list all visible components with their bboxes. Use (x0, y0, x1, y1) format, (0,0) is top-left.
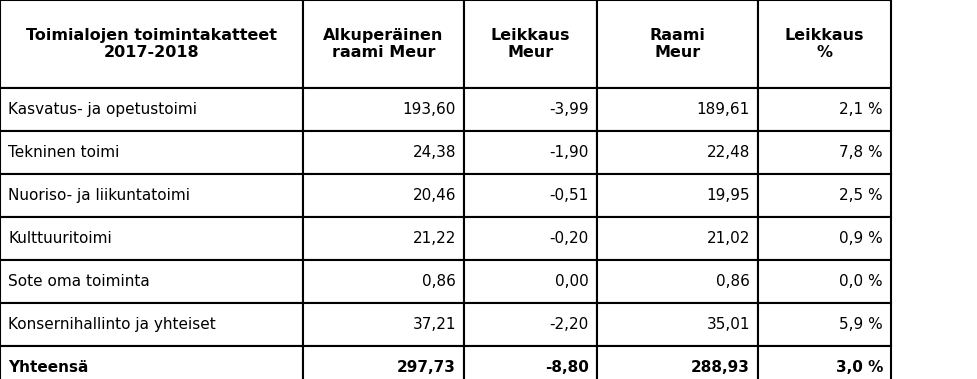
Text: Nuoriso- ja liikuntatoimi: Nuoriso- ja liikuntatoimi (8, 188, 190, 203)
Bar (464, 0, 597, 88)
Text: Kasvatus- ja opetustoimi: Kasvatus- ja opetustoimi (8, 102, 197, 117)
Bar (758, 260, 891, 303)
Bar (303, 174, 464, 217)
Bar (597, 88, 758, 131)
Bar (597, 346, 758, 379)
Bar (0, 346, 303, 379)
Bar (464, 131, 597, 174)
Text: Leikkaus
%: Leikkaus % (785, 28, 865, 60)
Text: 22,48: 22,48 (706, 145, 750, 160)
Bar (597, 0, 758, 88)
Bar (303, 0, 464, 88)
Text: 0,86: 0,86 (716, 274, 750, 289)
Text: 297,73: 297,73 (397, 360, 456, 375)
Text: 2,5 %: 2,5 % (839, 188, 883, 203)
Bar (303, 131, 464, 174)
Bar (0, 88, 303, 131)
Bar (758, 88, 891, 131)
Text: 0,9 %: 0,9 % (839, 231, 883, 246)
Text: 20,46: 20,46 (412, 188, 456, 203)
Bar (464, 217, 597, 260)
Bar (597, 217, 758, 260)
Text: Kulttuuritoimi: Kulttuuritoimi (8, 231, 111, 246)
Text: 21,02: 21,02 (706, 231, 750, 246)
Bar (303, 260, 464, 303)
Text: 5,9 %: 5,9 % (839, 317, 883, 332)
Text: 0,0 %: 0,0 % (839, 274, 883, 289)
Bar (0, 303, 303, 346)
Text: Tekninen toimi: Tekninen toimi (8, 145, 119, 160)
Bar (758, 303, 891, 346)
Text: -1,90: -1,90 (550, 145, 589, 160)
Bar (758, 346, 891, 379)
Text: 3,0 %: 3,0 % (835, 360, 883, 375)
Bar (597, 303, 758, 346)
Text: 288,93: 288,93 (691, 360, 750, 375)
Text: Yhteensä: Yhteensä (8, 360, 88, 375)
Text: 7,8 %: 7,8 % (839, 145, 883, 160)
Bar (0, 217, 303, 260)
Text: Sote oma toiminta: Sote oma toiminta (8, 274, 149, 289)
Bar (303, 217, 464, 260)
Bar (597, 260, 758, 303)
Bar (0, 260, 303, 303)
Text: 2,1 %: 2,1 % (839, 102, 883, 117)
Text: Leikkaus
Meur: Leikkaus Meur (490, 28, 571, 60)
Bar (303, 346, 464, 379)
Text: -0,20: -0,20 (550, 231, 589, 246)
Text: -0,51: -0,51 (550, 188, 589, 203)
Text: -3,99: -3,99 (549, 102, 589, 117)
Bar (0, 174, 303, 217)
Text: -2,20: -2,20 (550, 317, 589, 332)
Text: 19,95: 19,95 (706, 188, 750, 203)
Text: 37,21: 37,21 (412, 317, 456, 332)
Bar (303, 303, 464, 346)
Text: -8,80: -8,80 (545, 360, 589, 375)
Text: Alkuperäinen
raami Meur: Alkuperäinen raami Meur (323, 28, 444, 60)
Text: Toimialojen toimintakatteet
2017-2018: Toimialojen toimintakatteet 2017-2018 (26, 28, 277, 60)
Text: 193,60: 193,60 (403, 102, 456, 117)
Bar (597, 174, 758, 217)
Bar (303, 88, 464, 131)
Bar (597, 131, 758, 174)
Bar (464, 346, 597, 379)
Text: 0,00: 0,00 (555, 274, 589, 289)
Bar (464, 88, 597, 131)
Text: 189,61: 189,61 (697, 102, 750, 117)
Bar (0, 131, 303, 174)
Text: 24,38: 24,38 (412, 145, 456, 160)
Text: Raami
Meur: Raami Meur (650, 28, 705, 60)
Bar (0, 0, 303, 88)
Text: 35,01: 35,01 (706, 317, 750, 332)
Bar (758, 174, 891, 217)
Text: 0,86: 0,86 (422, 274, 456, 289)
Bar (758, 131, 891, 174)
Bar (758, 217, 891, 260)
Bar (464, 174, 597, 217)
Text: Konsernihallinto ja yhteiset: Konsernihallinto ja yhteiset (8, 317, 216, 332)
Text: 21,22: 21,22 (412, 231, 456, 246)
Bar (464, 260, 597, 303)
Bar (758, 0, 891, 88)
Bar (464, 303, 597, 346)
